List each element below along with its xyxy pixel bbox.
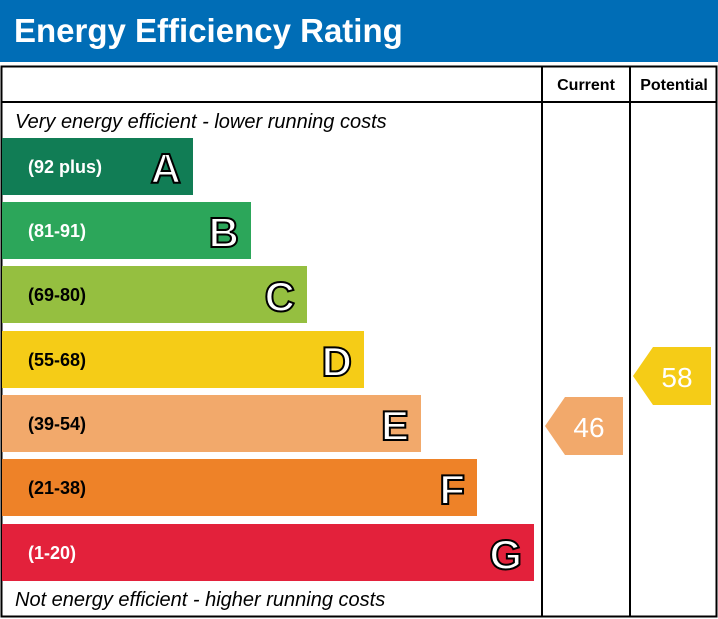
band-letter-B: B [209, 209, 239, 256]
band-range-B: (81-91) [28, 221, 86, 241]
band-letter-F: F [439, 466, 465, 513]
potential-rating-value: 58 [661, 362, 692, 393]
header-potential: Potential [640, 77, 708, 94]
header-current: Current [557, 77, 615, 94]
band-range-A: (92 plus) [28, 157, 102, 177]
band-bar-D [2, 331, 364, 388]
band-letter-A: A [151, 145, 181, 192]
band-bar-E [2, 395, 421, 452]
potential-rating-arrow [633, 347, 711, 405]
band-letter-E: E [381, 402, 409, 449]
band-letter-C: C [265, 273, 295, 320]
current-rating-value: 46 [573, 412, 604, 443]
top-note: Very energy efficient - lower running co… [15, 111, 387, 133]
band-letter-D: D [322, 338, 352, 385]
chart-title: Energy Efficiency Rating [0, 0, 718, 62]
bottom-note: Not energy efficient - higher running co… [15, 589, 385, 611]
band-range-E: (39-54) [28, 414, 86, 434]
band-bar-C [2, 266, 307, 323]
band-bar-B [2, 202, 251, 259]
band-range-F: (21-38) [28, 478, 86, 498]
frame [0, 65, 718, 618]
band-range-G: (1-20) [28, 543, 76, 563]
band-bar-F [2, 459, 477, 516]
band-bar-A [2, 138, 193, 195]
band-range-C: (69-80) [28, 285, 86, 305]
current-rating-arrow [545, 397, 623, 455]
band-range-D: (55-68) [28, 350, 86, 370]
band-bar-G [2, 524, 534, 581]
band-letter-G: G [489, 531, 522, 578]
